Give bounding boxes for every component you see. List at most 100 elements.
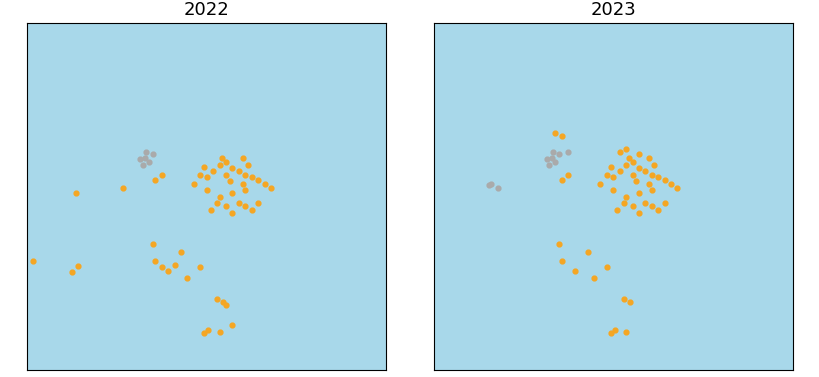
- Point: [174, 249, 188, 255]
- Point: [238, 187, 251, 193]
- Point: [625, 203, 638, 209]
- Point: [548, 159, 561, 165]
- Point: [225, 210, 238, 216]
- Point: [155, 264, 168, 270]
- Point: [225, 166, 238, 172]
- Point: [629, 178, 642, 184]
- Point: [148, 177, 161, 183]
- Point: [604, 330, 617, 336]
- Point: [193, 172, 206, 178]
- Point: [66, 270, 79, 276]
- Point: [548, 130, 561, 136]
- Point: [236, 155, 249, 161]
- Point: [204, 207, 217, 213]
- Point: [236, 181, 249, 187]
- Point: [658, 200, 671, 206]
- Point: [210, 296, 224, 302]
- Point: [606, 187, 619, 193]
- Point: [622, 299, 636, 305]
- Point: [181, 274, 194, 280]
- Point: [651, 207, 664, 213]
- Point: [201, 327, 215, 333]
- Point: [213, 328, 226, 334]
- Point: [619, 194, 632, 200]
- Point: [616, 200, 629, 206]
- Point: [245, 207, 258, 213]
- Point: [625, 172, 638, 178]
- Point: [645, 203, 658, 209]
- Point: [225, 190, 238, 196]
- Point: [116, 185, 129, 191]
- Point: [645, 172, 658, 178]
- Point: [616, 296, 629, 302]
- Point: [238, 203, 251, 209]
- Point: [187, 181, 200, 187]
- Point: [219, 172, 233, 178]
- Point: [539, 156, 552, 162]
- Point: [545, 149, 559, 155]
- Point: [197, 164, 210, 170]
- Point: [491, 185, 504, 191]
- Point: [642, 181, 655, 187]
- Point: [670, 185, 683, 191]
- Point: [210, 200, 224, 206]
- Point: [200, 187, 213, 193]
- Point: [658, 177, 671, 183]
- Point: [72, 263, 85, 269]
- Point: [136, 162, 149, 168]
- Point: [216, 299, 229, 305]
- Point: [552, 241, 565, 247]
- Point: [545, 155, 558, 161]
- Point: [619, 146, 632, 152]
- Point: [155, 172, 168, 178]
- Point: [619, 328, 632, 334]
- Point: [651, 175, 664, 181]
- Point: [140, 149, 153, 155]
- Point: [619, 162, 632, 168]
- Point: [245, 175, 258, 181]
- Point: [148, 258, 161, 264]
- Point: [600, 172, 613, 178]
- Point: [264, 185, 277, 191]
- Point: [133, 156, 147, 162]
- Point: [542, 162, 555, 168]
- Point: [225, 322, 238, 328]
- Point: [581, 249, 594, 255]
- Point: [27, 258, 40, 264]
- Point: [223, 178, 236, 184]
- Point: [484, 181, 497, 187]
- Point: [213, 162, 226, 168]
- Point: [663, 181, 676, 187]
- Point: [625, 159, 638, 165]
- Point: [193, 264, 206, 270]
- Point: [219, 159, 233, 165]
- Point: [219, 302, 233, 308]
- Point: [554, 258, 568, 264]
- Point: [206, 168, 219, 174]
- Point: [568, 268, 581, 274]
- Point: [613, 149, 626, 155]
- Point: [138, 155, 152, 161]
- Point: [69, 190, 82, 196]
- Point: [600, 264, 613, 270]
- Point: [241, 162, 254, 168]
- Point: [146, 241, 159, 247]
- Point: [232, 168, 245, 174]
- Point: [622, 155, 635, 161]
- Point: [219, 203, 233, 209]
- Point: [606, 175, 619, 181]
- Point: [638, 200, 651, 206]
- Point: [251, 177, 265, 183]
- Point: [258, 181, 271, 187]
- Point: [593, 181, 606, 187]
- Point: [561, 172, 574, 178]
- Point: [638, 168, 651, 174]
- Point: [645, 187, 658, 193]
- Point: [554, 133, 568, 139]
- Point: [554, 177, 568, 183]
- Title: 2022: 2022: [183, 1, 229, 19]
- Point: [482, 182, 495, 188]
- Point: [607, 327, 620, 333]
- Point: [168, 262, 181, 268]
- Point: [232, 200, 245, 206]
